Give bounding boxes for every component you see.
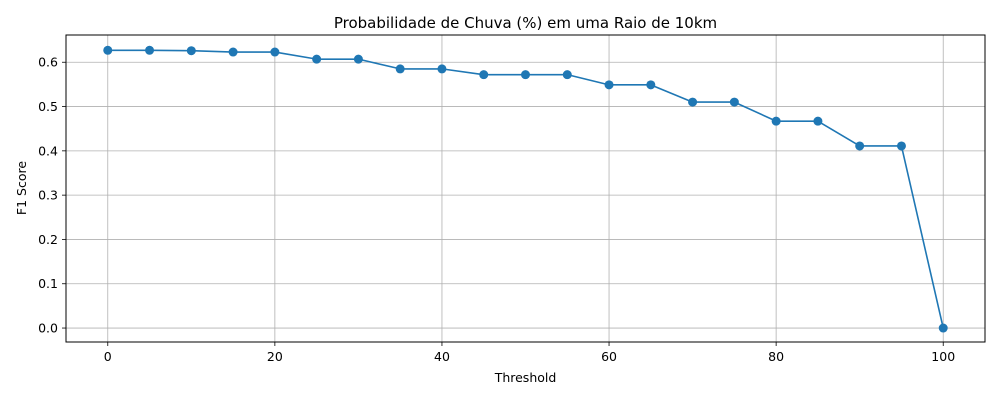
data-layer [103,45,948,333]
data-point [270,47,280,57]
chart-title: Probabilidade de Chuva (%) em uma Raio d… [334,14,717,32]
data-point [562,70,572,80]
x-tick-label: 60 [601,349,617,364]
data-point [688,97,698,107]
data-point [771,116,781,126]
grid-lines [66,35,985,342]
data-point [938,323,948,333]
data-point [353,54,363,64]
y-tick-label: 0.3 [38,188,58,203]
data-point [855,141,865,151]
data-point [729,97,739,107]
data-point [145,45,155,55]
data-point [312,54,322,64]
data-point [521,70,530,80]
data-point [646,80,656,90]
data-point [186,46,196,56]
data-point [813,116,823,126]
x-tick-label: 100 [931,349,955,364]
x-tick-label: 40 [434,349,450,364]
data-point [103,45,113,55]
data-point [395,64,405,74]
x-tick-label: 0 [104,349,112,364]
y-tick-label: 0.6 [38,55,58,70]
data-point [437,64,447,74]
x-axis-label: Threshold [494,370,557,385]
series-line [107,49,945,329]
y-tick-label: 0.1 [38,276,58,291]
x-tick-label: 20 [267,349,283,364]
data-point [896,141,906,151]
y-tick-label: 0.2 [38,232,58,247]
x-tick-label: 80 [768,349,784,364]
y-tick-label: 0.0 [38,321,58,336]
y-axis-label: F1 Score [14,161,29,215]
axis-ticks: 0 20 40 60 80 100 0.0 0.1 0.2 0.3 0.4 0.5 0.6 [38,55,955,364]
y-tick-label: 0.4 [38,143,58,158]
data-point [604,80,614,90]
y-tick-label: 0.5 [38,99,58,114]
data-point [479,70,489,80]
plot-frame [65,34,986,343]
data-point [228,47,238,57]
